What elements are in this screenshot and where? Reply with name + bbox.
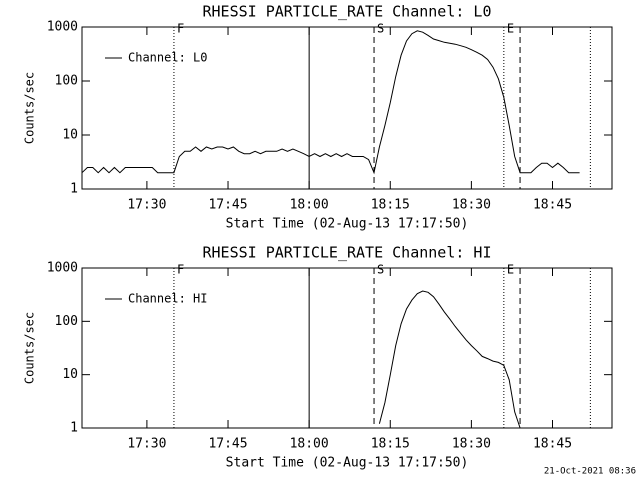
event-label: E — [507, 22, 514, 36]
x-tick-label: 17:45 — [208, 198, 247, 213]
x-tick-label: 18:45 — [533, 198, 572, 213]
y-axis-label: Counts/sec — [23, 72, 37, 144]
event-label: S — [377, 22, 384, 36]
y-tick-label: 1000 — [47, 261, 78, 276]
x-tick-label: 18:00 — [290, 437, 329, 452]
x-tick-label: 17:30 — [127, 198, 166, 213]
event-label: S — [377, 263, 384, 277]
x-axis-label: Start Time (02-Aug-13 17:17:50) — [226, 456, 469, 471]
y-tick-label: 10 — [62, 367, 78, 382]
plot-frame — [81, 26, 613, 190]
y-tick-label: 10 — [62, 128, 78, 143]
x-tick-label: 18:45 — [533, 437, 572, 452]
y-tick-label: 100 — [55, 74, 78, 89]
x-tick-label: 18:30 — [452, 198, 491, 213]
data-line — [378, 290, 521, 429]
x-tick-label: 17:30 — [127, 437, 166, 452]
y-tick-label: 1000 — [47, 20, 78, 35]
plot-frame — [81, 267, 613, 429]
x-axis-label: Start Time (02-Aug-13 17:17:50) — [226, 217, 469, 232]
y-axis-label: Counts/sec — [23, 312, 37, 384]
y-tick-label: 1 — [70, 421, 78, 436]
legend-label: Channel: HI — [128, 292, 207, 306]
y-tick-label: 1 — [70, 182, 78, 197]
event-label: F — [177, 263, 184, 277]
data-line — [81, 30, 580, 175]
event-label: E — [507, 263, 514, 277]
x-tick-label: 17:45 — [208, 437, 247, 452]
x-tick-label: 18:15 — [371, 198, 410, 213]
x-tick-label: 18:30 — [452, 437, 491, 452]
y-tick-label: 100 — [55, 314, 78, 329]
chart-title: RHESSI PARTICLE_RATE Channel: HI — [203, 244, 492, 262]
x-tick-label: 18:15 — [371, 437, 410, 452]
legend-label: Channel: L0 — [128, 51, 207, 65]
x-tick-label: 18:00 — [290, 198, 329, 213]
footer: 21-Oct-2021 08:36 — [544, 467, 636, 477]
event-label: F — [177, 22, 184, 36]
chart-title: RHESSI PARTICLE_RATE Channel: L0 — [203, 3, 492, 21]
